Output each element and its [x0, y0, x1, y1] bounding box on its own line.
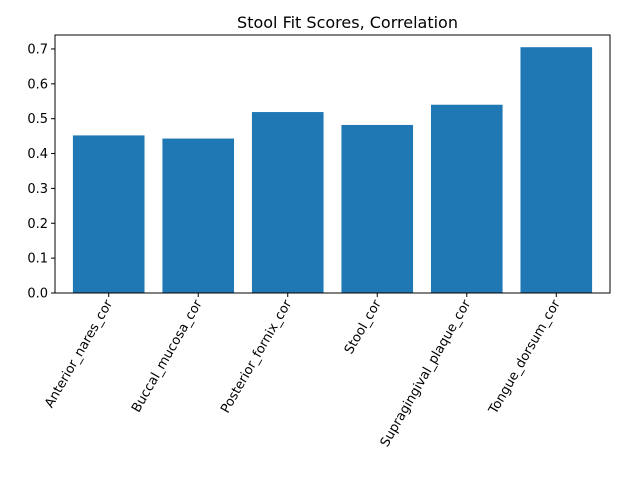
bars-group [72, 47, 593, 294]
axes-frame [54, 34, 611, 294]
y-tick-label: 0.2 [27, 217, 48, 232]
y-tick-label: 0.7 [27, 42, 48, 57]
y-tick-label: 0.5 [27, 112, 48, 127]
chart-title: Stool Fit Scores, Correlation [237, 13, 458, 32]
bar-supragingival-plaque-cor [430, 104, 503, 293]
y-tick-label: 0.1 [27, 252, 48, 267]
bar-tongue-dorsum-cor [520, 47, 593, 294]
y-tick-label: 0.6 [27, 77, 48, 92]
plot-frame [54, 34, 611, 294]
bar-posterior-fornix-cor [251, 112, 324, 293]
x-axis: Anterior_nares_cor Buccal_mucosa_cor Poste… [42, 293, 564, 450]
y-tick-label: 0.4 [27, 147, 48, 162]
x-tick-label: Buccal_mucosa_cor [129, 297, 206, 415]
bar-buccal-mucosa-cor [162, 138, 235, 293]
y-axis: 0.0 0.1 0.2 0.3 0.4 0.5 0.6 0.7 [27, 42, 55, 302]
bar-anterior-nares-cor [72, 135, 145, 293]
x-tick-label: Anterior_nares_cor [42, 297, 116, 411]
x-tick-label: Tongue_dorsum_cor [486, 297, 564, 418]
y-tick-label: 0.0 [27, 287, 48, 302]
y-tick-label: 0.3 [27, 182, 48, 197]
x-tick-label: Stool_cor [342, 297, 385, 357]
x-tick-label: Supragingival_plaque_cor [378, 297, 475, 450]
bar-stool-cor [341, 124, 414, 293]
x-tick-label: Posterior_fornix_cor [218, 297, 295, 416]
